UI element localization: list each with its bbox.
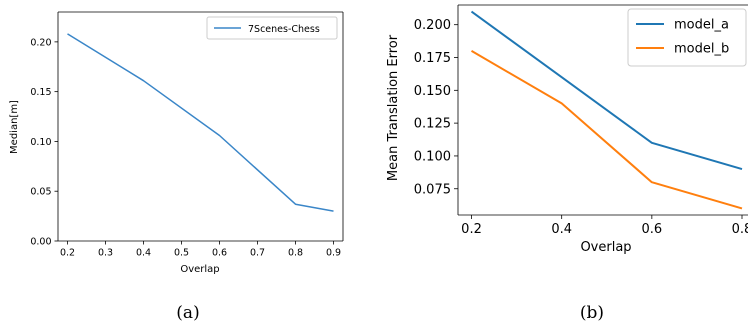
y-tick-label: 0.100 — [414, 149, 451, 164]
series-line-model-a — [470, 10, 743, 171]
chart-b: 0.2 0.4 0.6 0.8 0.075 0.100 0.125 0.150 0.175 0.2… — [386, 4, 748, 323]
x-tick-label: 0.4 — [136, 248, 151, 259]
x-tick-label: 0.2 — [461, 222, 482, 237]
chart-b-legend: model_a model_b — [627, 8, 747, 67]
x-tick-label: 0.2 — [60, 248, 75, 259]
chart-a-legend-box — [206, 16, 338, 40]
x-tick-label: 0.6 — [641, 222, 662, 237]
chart-b-legend-label-model-b: model_b — [674, 42, 729, 57]
x-tick-label: 0.7 — [250, 248, 265, 259]
x-tick-label: 0.8 — [288, 248, 303, 259]
chart-b-legend-label-model-a: model_a — [674, 18, 729, 33]
chart-b-lines — [470, 10, 743, 210]
y-tick-label: 0.20 — [30, 37, 51, 48]
x-tick-label: 0.4 — [551, 222, 572, 237]
y-tick-label: 0.075 — [414, 182, 451, 197]
chart-a-ticks: 0.2 0.3 0.4 0.5 0.6 0.7 0.8 0.9 0.00 0.05 0.10 0.15… — [30, 37, 341, 258]
chart-b-ylabel: Mean Translation Error — [386, 34, 401, 181]
y-tick-label: 0.125 — [414, 117, 451, 132]
y-tick-label: 0.00 — [30, 237, 51, 248]
chart-a-ylabel: Median[m] — [9, 100, 20, 154]
y-tick-label: 0.150 — [414, 84, 451, 99]
series-line-7scenes-chess — [67, 33, 334, 212]
x-tick-label: 0.5 — [174, 248, 189, 259]
chart-a-legend-label: 7Scenes-Chess — [248, 24, 320, 35]
y-tick-label: 0.200 — [414, 18, 451, 33]
chart-a-caption: (a) — [176, 303, 199, 323]
y-tick-label: 0.15 — [30, 87, 51, 98]
x-tick-label: 0.9 — [326, 248, 341, 259]
chart-a-xlabel: Overlap — [180, 264, 219, 275]
x-tick-label: 0.6 — [212, 248, 227, 259]
y-tick-label: 0.10 — [30, 137, 51, 148]
x-tick-label: 0.3 — [98, 248, 113, 259]
chart-b-xlabel: Overlap — [580, 240, 631, 255]
chart-b-caption: (b) — [580, 303, 604, 323]
y-tick-label: 0.175 — [414, 51, 451, 66]
y-tick-label: 0.05 — [30, 187, 51, 198]
chart-a: 0.2 0.3 0.4 0.5 0.6 0.7 0.8 0.9 0.00 0.05 0.10 0.15… — [9, 11, 344, 323]
chart-a-legend: 7Scenes-Chess — [206, 16, 338, 40]
x-tick-label: 0.8 — [732, 222, 748, 237]
chart-b-ticks: 0.2 0.4 0.6 0.8 0.075 0.100 0.125 0.150 0.175 0.2… — [414, 18, 748, 237]
series-line-model-b — [470, 50, 743, 210]
chart-a-lines — [67, 33, 334, 212]
